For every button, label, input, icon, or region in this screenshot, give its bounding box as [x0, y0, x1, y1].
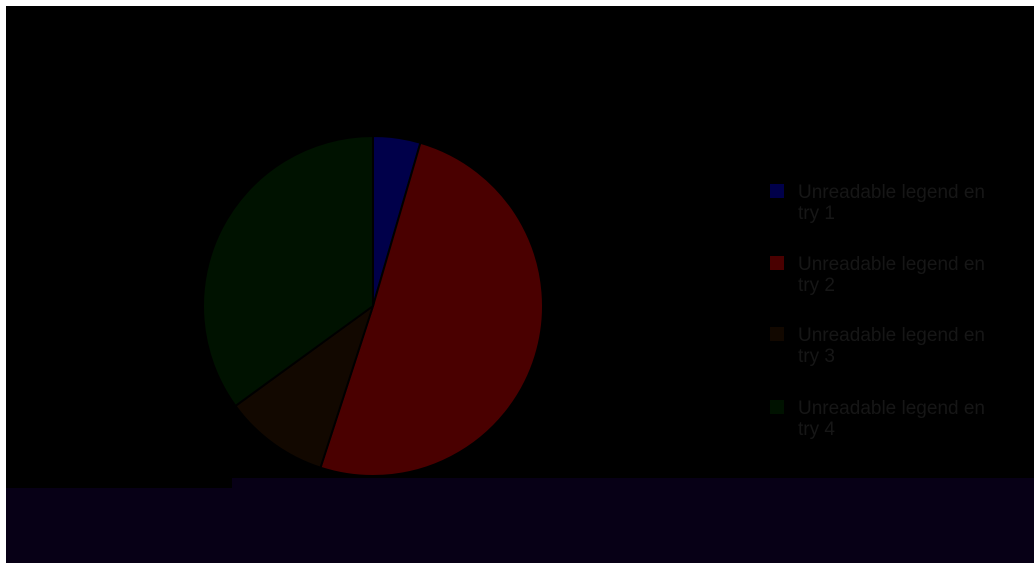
- legend-item-1: Unreadable legend entry 1: [770, 182, 1010, 224]
- legend-swatch-1: [770, 184, 784, 198]
- legend-swatch-2: [770, 256, 784, 270]
- legend-label-3: Unreadable legend entry 3: [798, 325, 985, 367]
- legend-label-2: Unreadable legend entry 2: [798, 254, 985, 296]
- legend-item-3: Unreadable legend entry 3: [770, 325, 1010, 367]
- legend-item-4: Unreadable legend entry 4: [770, 398, 1010, 440]
- legend-label-4: Unreadable legend entry 4: [798, 398, 985, 440]
- bottom-band-step: [232, 478, 1034, 488]
- pie-slice-2: [319, 141, 544, 477]
- pie-slice-3: [234, 303, 375, 469]
- legend-swatch-4: [770, 400, 784, 414]
- legend-label-1: Unreadable legend entry 1: [798, 182, 985, 224]
- pie-slices: [202, 134, 544, 477]
- bottom-band: [6, 488, 1034, 563]
- legend-item-2: Unreadable legend entry 2: [770, 254, 1010, 296]
- pie-slice-4: [202, 134, 374, 408]
- legend-swatch-3: [770, 327, 784, 341]
- top-white-strip: [6, 0, 272, 6]
